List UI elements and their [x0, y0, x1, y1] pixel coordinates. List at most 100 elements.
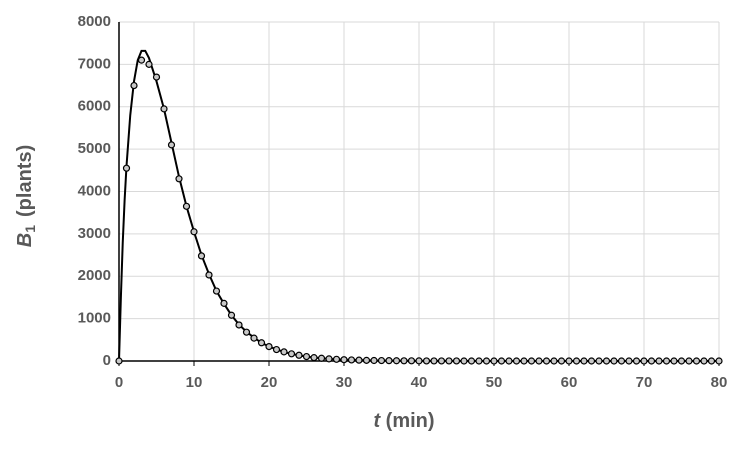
data-point — [317, 354, 326, 362]
data-point — [617, 357, 626, 365]
data-point — [167, 141, 176, 149]
data-point — [287, 350, 296, 358]
y-tick-label: 0 — [103, 352, 111, 369]
data-point — [182, 202, 191, 210]
data-point — [475, 357, 483, 365]
data-point — [520, 357, 528, 365]
data-point — [670, 357, 678, 365]
data-point — [640, 357, 648, 365]
data-point — [385, 357, 393, 365]
data-point — [250, 334, 258, 342]
x-tick-label: 30 — [336, 374, 353, 391]
x-tick-label: 80 — [711, 374, 728, 391]
data-point — [707, 357, 716, 365]
y-tick-label: 7000 — [78, 55, 111, 72]
data-point — [130, 81, 138, 90]
data-point — [542, 357, 551, 365]
data-point — [437, 357, 446, 365]
y-tick-label: 8000 — [78, 13, 111, 30]
data-point — [595, 357, 603, 365]
data-point — [227, 311, 236, 319]
y-tick-label: 6000 — [78, 98, 111, 115]
y-tick-label: 2000 — [78, 267, 111, 284]
data-point — [715, 357, 723, 365]
data-point — [302, 352, 311, 361]
data-point — [535, 357, 543, 365]
data-point — [497, 357, 506, 365]
data-point — [692, 357, 701, 365]
data-point — [400, 357, 408, 365]
data-point — [295, 351, 303, 359]
y-tick-label: 3000 — [78, 225, 111, 242]
data-point — [377, 356, 386, 365]
data-point — [370, 356, 378, 365]
data-point — [415, 357, 423, 365]
data-point — [355, 356, 363, 364]
y-tick-label: 5000 — [78, 140, 111, 157]
data-point — [430, 357, 438, 365]
data-point — [220, 299, 228, 307]
x-tick-label: 70 — [636, 374, 653, 391]
data-point — [700, 357, 708, 365]
data-point — [175, 175, 183, 183]
data-point — [550, 357, 558, 365]
data-point — [160, 105, 168, 113]
data-point — [505, 357, 513, 365]
data-point — [512, 357, 521, 365]
data-point — [602, 357, 611, 365]
data-point — [655, 357, 663, 365]
data-point — [527, 357, 536, 365]
data-point — [242, 328, 251, 336]
data-point — [325, 355, 333, 363]
data-point — [685, 357, 693, 365]
data-point — [347, 356, 356, 364]
data-point — [572, 357, 581, 365]
data-point — [212, 287, 221, 295]
data-point — [482, 357, 491, 365]
y-tick-label: 4000 — [78, 182, 111, 199]
data-point — [445, 357, 453, 365]
data-point — [580, 357, 588, 365]
data-point — [392, 357, 401, 365]
x-axis-title: t (min) — [373, 410, 434, 432]
x-tick-label: 40 — [411, 374, 428, 391]
data-point — [205, 271, 213, 279]
data-point — [190, 228, 198, 236]
y-unit: (plants) — [14, 145, 36, 217]
data-point — [490, 357, 498, 365]
data-point — [265, 342, 273, 351]
data-point — [565, 357, 573, 365]
data-point — [452, 357, 461, 365]
data-point — [340, 356, 348, 364]
data-point — [647, 357, 656, 365]
data-point — [422, 357, 431, 365]
data-point — [257, 339, 266, 347]
data-point — [625, 357, 633, 365]
data-point — [587, 357, 596, 365]
data-point — [235, 321, 243, 329]
data-point — [557, 357, 566, 365]
data-point — [137, 56, 146, 64]
data-point — [332, 355, 341, 363]
x-tick-label: 50 — [486, 374, 503, 391]
data-point — [467, 357, 476, 365]
y-tick-label: 1000 — [78, 310, 111, 327]
data-point — [145, 60, 153, 68]
data-point — [677, 357, 686, 365]
data-point — [460, 357, 468, 365]
x-tick-label: 0 — [115, 374, 123, 391]
data-point — [152, 73, 161, 81]
data-point — [407, 357, 416, 365]
x-tick-label: 20 — [261, 374, 278, 391]
x-tick-label: 10 — [186, 374, 203, 391]
data-point — [280, 348, 288, 356]
y-axis-title: B1 (plants) — [14, 145, 37, 247]
y-symbol: B — [14, 233, 36, 247]
data-point — [197, 252, 206, 260]
data-point — [632, 357, 641, 365]
x-tick-label: 60 — [561, 374, 578, 391]
data-point — [662, 357, 671, 365]
x-unit: (min) — [386, 410, 435, 432]
